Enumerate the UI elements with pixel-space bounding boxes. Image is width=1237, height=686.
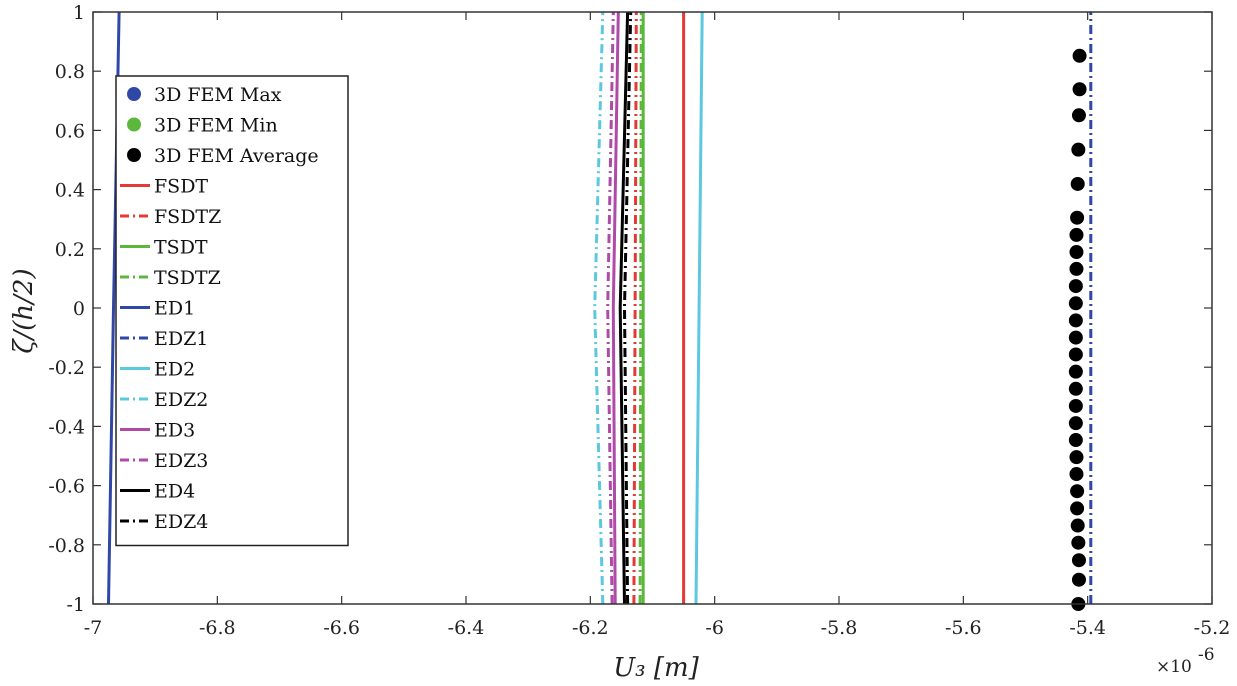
legend-box [115,75,349,547]
x-tick-label: -5.4 [1069,617,1106,639]
data-point-3d-fem-average [1069,450,1084,465]
legend-label-3d-fem-max: 3D FEM Max [154,84,282,106]
legend: 3D FEM Max 3D FEM Min 3D FEM Average FSDT FS… [115,75,349,547]
legend-label-edz2: EDZ2 [154,389,208,411]
data-point-3d-fem-average [1070,210,1085,225]
legend-label-3d-fem-average: 3D FEM Average [154,145,319,167]
y-tick-label: -0.6 [48,476,85,498]
data-point-3d-fem-average [1068,398,1083,413]
series-layer [107,11,1093,611]
legend-marker-3d-fem-min [127,117,141,132]
legend-label-edz1: EDZ1 [154,328,208,350]
y-axis-title: ζ/(h/2) [9,268,39,353]
y-tick-label: 1 [73,2,85,24]
y-tick-label: -0.4 [48,416,85,438]
data-point-3d-fem-average [1070,501,1085,516]
data-point-3d-fem-average [1068,433,1083,448]
y-tick-label: 0.2 [55,239,85,261]
data-point-3d-fem-average [1068,347,1083,362]
x-multiplier: ×10 -6 [1156,645,1215,677]
series-line-ed2 [694,11,704,605]
legend-label-tsdt: TSDT [154,237,208,259]
legend-label-edz3: EDZ3 [154,450,208,472]
series-line-edz3 [606,11,615,605]
y-tick-label: -0.8 [48,535,85,557]
series-line-fsdtz [632,11,638,605]
series-line-tsdtz [638,11,643,605]
tick-labels: -7 -6.8 -6.6 -6.4 -6.2 -6 -5.8 -5.6 -5.4 -5.2 1 0.8… [48,2,1230,639]
legend-label-ed3: ED3 [154,420,195,442]
y-tick-label: 0.6 [55,120,85,142]
legend-label-ed1: ED1 [154,298,195,320]
data-point-3d-fem-average [1071,142,1086,157]
x-tick-label: -5.6 [945,617,982,639]
data-point-3d-fem-average [1069,245,1084,260]
x-axis-title: U₃ [m] [613,653,699,683]
data-point-3d-fem-average [1068,296,1083,311]
y-tick-label: -0.2 [48,357,85,379]
series-line-ed4 [618,11,630,605]
data-point-3d-fem-average [1069,467,1084,482]
axes [92,11,1213,605]
data-point-3d-fem-average [1071,553,1086,568]
data-point-3d-fem-average [1069,227,1084,242]
data-point-3d-fem-average [1068,381,1083,396]
data-point-3d-fem-average [1068,416,1083,431]
x-tick-label: -6.6 [323,617,360,639]
data-point-3d-fem-average [1068,364,1083,379]
x-multiplier-base: ×10 [1156,657,1192,677]
data-point-3d-fem-average [1068,330,1083,345]
data-point-3d-fem-average [1068,313,1083,328]
y-tick-label: 0 [73,298,85,320]
data-point-3d-fem-average [1072,82,1087,97]
x-tick-label: -6.8 [199,617,236,639]
series-line-edz4 [622,11,633,605]
legend-label-ed2: ED2 [154,359,195,381]
x-tick-label: -7 [84,617,103,639]
legend-label-3d-fem-min: 3D FEM Min [154,115,278,137]
x-tick-label: -6 [705,617,724,639]
data-point-3d-fem-average [1070,484,1085,499]
legend-label-ed4: ED4 [154,481,195,503]
data-point-3d-fem-average [1070,176,1085,191]
legend-marker-3d-fem-average [127,148,141,162]
data-point-3d-fem-average [1071,108,1086,123]
x-tick-label: -6.2 [572,617,609,639]
x-tick-label: -5.2 [1194,617,1231,639]
data-point-3d-fem-average [1069,261,1084,276]
series-line-edz2 [593,11,605,605]
data-point-3d-fem-average [1072,48,1087,63]
legend-marker-3d-fem-max [127,87,141,101]
legend-label-tsdtz: TSDTZ [154,267,221,289]
legend-label-fsdtz: FSDTZ [154,206,221,228]
y-tick-label: 0.4 [55,180,85,202]
data-point-3d-fem-average [1070,518,1085,533]
data-point-3d-fem-average [1071,572,1086,587]
legend-label-edz4: EDZ4 [154,511,208,533]
y-tick-label: 0.8 [55,61,85,83]
x-tick-label: -6.4 [448,617,485,639]
data-point-3d-fem-average [1068,279,1083,294]
data-point-3d-fem-average [1071,535,1086,550]
y-tick-label: -1 [66,594,85,616]
x-multiplier-exponent: -6 [1198,645,1215,665]
legend-label-fsdt: FSDT [154,176,208,198]
x-tick-label: -5.8 [821,617,858,639]
series-line-ed3 [611,11,620,605]
